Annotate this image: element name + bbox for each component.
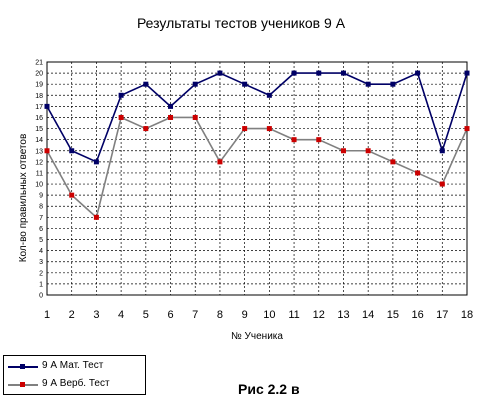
legend: 9 А Мат. Тест 9 А Верб. Тест — [3, 355, 146, 395]
legend-label-math: 9 А Мат. Тест — [42, 360, 104, 371]
x-tick-label: 18 — [461, 309, 473, 321]
series-2-point — [118, 114, 124, 120]
series-2-point — [464, 126, 470, 132]
x-tick-label: 10 — [263, 309, 275, 321]
series-2-point — [316, 137, 322, 143]
series-2-point — [192, 114, 198, 120]
x-tick-label: 17 — [436, 309, 448, 321]
series-2-point — [44, 148, 50, 154]
series-2-point — [390, 159, 396, 165]
series-1-point — [69, 148, 75, 154]
series-1-point — [340, 70, 346, 76]
y-tick-label: 18 — [35, 93, 43, 100]
series-1-point — [143, 81, 149, 87]
y-axis-label: Кол-во правильных ответов — [18, 134, 29, 263]
series-1-point — [217, 70, 223, 76]
series-2-point — [365, 148, 371, 154]
series-line-1 — [46, 71, 468, 163]
series-1-point — [316, 70, 322, 76]
series-2-point — [143, 126, 149, 132]
series-1-point — [415, 70, 421, 76]
series-2-point — [168, 114, 174, 120]
series-1-point — [464, 70, 470, 76]
series-1-point — [365, 81, 371, 87]
series-2-point — [242, 126, 248, 132]
series-1-point — [192, 81, 198, 87]
series-2-point — [266, 126, 272, 132]
x-tick-label: 6 — [167, 309, 173, 321]
series-2-point — [93, 214, 99, 220]
series-1-point — [242, 81, 248, 87]
y-tick-label: 3 — [39, 259, 43, 266]
y-tick-label: 10 — [35, 182, 43, 189]
series-2-point — [415, 170, 421, 176]
y-tick-label: 17 — [35, 104, 43, 111]
y-tick-label: 0 — [39, 293, 43, 300]
chart-title: Результаты тестов учеников 9 А — [137, 15, 346, 31]
x-tick-label: 8 — [217, 309, 223, 321]
y-tick-label: 19 — [35, 82, 43, 89]
series-1-point — [291, 70, 297, 76]
legend-swatch-math — [8, 364, 38, 369]
x-tick-label: 2 — [69, 309, 75, 321]
y-tick-label: 7 — [39, 215, 43, 222]
series-1-point — [266, 92, 272, 98]
y-tick-label: 6 — [39, 226, 43, 233]
y-tick-label: 9 — [39, 193, 43, 200]
series-2-point — [291, 137, 297, 143]
x-axis-label: № Ученика — [231, 331, 283, 342]
x-tick-label: 14 — [362, 309, 374, 321]
series-1-point — [439, 148, 445, 154]
x-tick-label: 12 — [313, 309, 325, 321]
x-tick-label: 4 — [118, 309, 124, 321]
plot-frame — [46, 61, 468, 296]
y-tick-label: 14 — [35, 137, 43, 144]
x-tick-label: 15 — [387, 309, 399, 321]
series-1-point — [93, 159, 99, 165]
series-1-point — [44, 103, 50, 109]
x-tick-label: 3 — [93, 309, 99, 321]
series-line-2 — [46, 116, 468, 219]
x-tick-label: 5 — [143, 309, 149, 321]
x-tick-label: 7 — [192, 309, 198, 321]
series-2-point — [439, 181, 445, 187]
y-tick-label: 5 — [39, 237, 43, 244]
x-tick-label: 11 — [288, 309, 299, 321]
y-tick-label: 4 — [39, 248, 43, 255]
x-tick-label: 13 — [337, 309, 349, 321]
y-tick-label: 1 — [39, 281, 43, 288]
series-2-point — [340, 148, 346, 154]
y-tick-label: 21 — [35, 60, 43, 67]
y-tick-label: 12 — [35, 159, 43, 166]
y-tick-label: 16 — [35, 115, 43, 122]
x-tick-label: 1 — [44, 309, 50, 321]
y-tick-label: 20 — [35, 71, 43, 78]
y-tick-label: 2 — [39, 270, 43, 277]
y-tick-label: 11 — [36, 170, 43, 177]
figure-caption: Рис 2.2 в — [238, 381, 300, 397]
series-1-point — [390, 81, 396, 87]
series-2-point — [217, 159, 223, 165]
legend-label-verbal: 9 А Верб. Тест — [42, 378, 110, 389]
series-1-point — [168, 103, 174, 109]
series-2-point — [69, 192, 75, 198]
legend-swatch-verbal — [8, 382, 38, 387]
y-tick-label: 15 — [35, 126, 43, 133]
x-tick-label: 9 — [242, 309, 248, 321]
y-tick-label: 8 — [39, 204, 43, 211]
series-1-point — [118, 92, 124, 98]
y-tick-label: 13 — [35, 148, 43, 155]
x-tick-label: 16 — [411, 309, 423, 321]
